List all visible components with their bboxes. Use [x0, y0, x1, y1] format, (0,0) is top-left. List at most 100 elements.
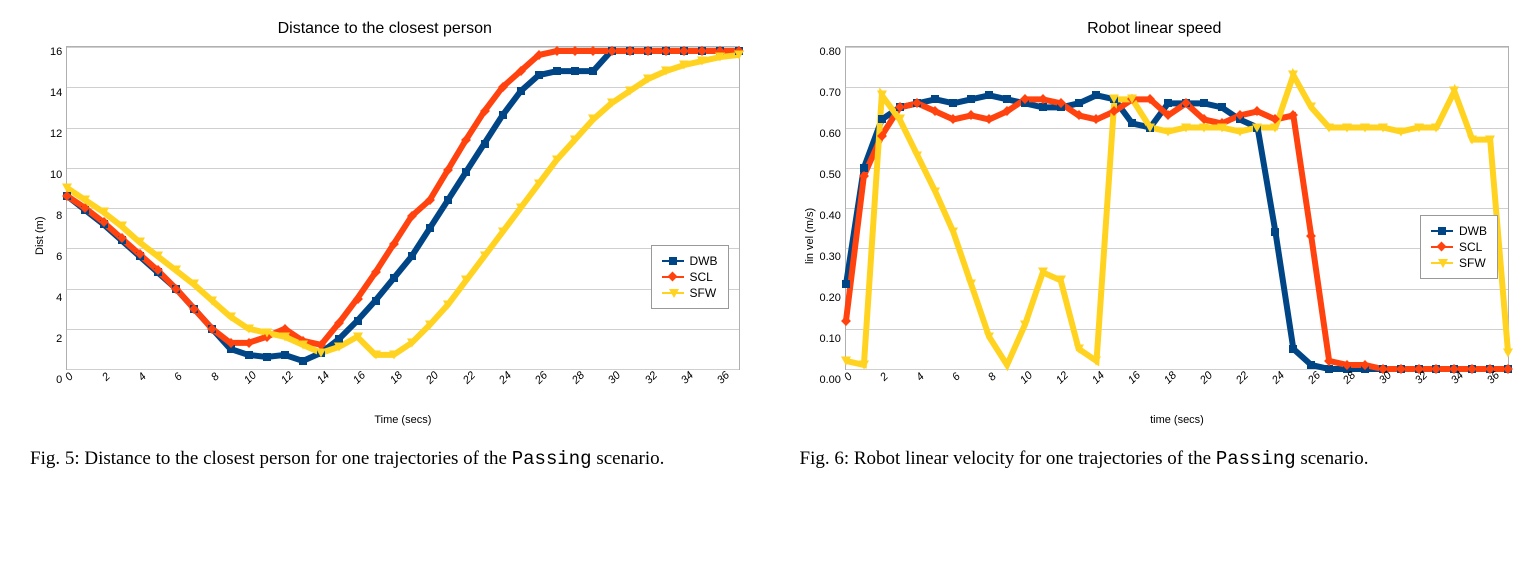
marker-sfw — [984, 332, 994, 341]
marker-scl — [1343, 361, 1350, 368]
marker-scl — [1147, 96, 1154, 103]
marker-scl — [572, 48, 579, 55]
series-line-sfw — [67, 55, 738, 355]
marker-sfw — [570, 135, 580, 144]
series-line-dwb — [846, 95, 1508, 369]
xtick-label: 10 — [1018, 369, 1035, 386]
marker-sfw — [1503, 348, 1513, 357]
marker-sfw — [715, 53, 725, 62]
legend-marker-icon — [669, 273, 677, 281]
marker-scl — [681, 48, 688, 55]
xtick-label: 16 — [1126, 369, 1143, 386]
marker-sfw — [189, 280, 199, 289]
marker-scl — [1272, 116, 1279, 123]
marker-sfw — [697, 57, 707, 66]
ytick-label: 0 — [56, 374, 62, 386]
series-line-scl — [846, 99, 1508, 369]
marker-sfw — [389, 350, 399, 359]
marker-dwb — [1218, 103, 1226, 111]
marker-sfw — [1181, 123, 1191, 132]
marker-sfw — [153, 252, 163, 261]
marker-sfw — [226, 312, 236, 321]
ytick-label: 2 — [56, 333, 62, 345]
marker-scl — [1111, 108, 1118, 115]
right-plot: DWBSCLSFW — [845, 46, 1509, 370]
legend-label: SCL — [690, 270, 713, 284]
marker-sfw — [1127, 95, 1137, 104]
marker-sfw — [1467, 135, 1477, 144]
ytick-label: 16 — [50, 46, 62, 58]
marker-sfw — [1449, 87, 1459, 96]
caption-text: Fig. 6: Robot linear velocity for one tr… — [800, 448, 1216, 469]
marker-scl — [1326, 357, 1333, 364]
marker-scl — [932, 108, 939, 115]
series-svg — [67, 47, 738, 369]
legend-label: SCL — [1459, 240, 1482, 254]
marker-scl — [986, 116, 993, 123]
legend-marker-icon — [669, 289, 677, 297]
marker-scl — [1075, 112, 1082, 119]
marker-sfw — [207, 296, 217, 305]
marker-dwb — [589, 67, 597, 75]
marker-scl — [136, 251, 143, 258]
marker-scl — [896, 104, 903, 111]
right-caption: Fig. 6: Robot linear velocity for one tr… — [800, 446, 1510, 473]
left-plot-region: DWBSCLSFW 024681012141618202224262830323… — [66, 46, 739, 426]
xtick-label: 36 — [715, 369, 732, 386]
marker-dwb — [535, 71, 543, 79]
right-plot-region: DWBSCLSFW 024681012141618202224262830323… — [845, 46, 1509, 426]
marker-scl — [64, 192, 71, 199]
legend-line-icon — [662, 260, 684, 262]
marker-dwb — [281, 351, 289, 359]
marker-sfw — [895, 115, 905, 124]
marker-sfw — [1360, 123, 1370, 132]
xtick-label: 26 — [533, 369, 550, 386]
marker-dwb — [949, 99, 957, 107]
marker-sfw — [1324, 123, 1334, 132]
xtick-label: 4 — [914, 371, 927, 384]
marker-sfw — [588, 115, 598, 124]
marker-dwb — [842, 280, 850, 288]
xtick-label: 12 — [279, 369, 296, 386]
ytick-label: 6 — [56, 251, 62, 263]
marker-sfw — [1109, 95, 1119, 104]
xtick-label: 24 — [497, 369, 514, 386]
legend-row-dwb: DWB — [1431, 224, 1487, 238]
marker-scl — [173, 285, 180, 292]
xtick-label: 28 — [1341, 369, 1358, 386]
marker-scl — [1021, 96, 1028, 103]
marker-dwb — [878, 115, 886, 123]
marker-sfw — [443, 300, 453, 309]
marker-scl — [1200, 116, 1207, 123]
xtick-label: 18 — [388, 369, 405, 386]
marker-scl — [950, 116, 957, 123]
marker-scl — [699, 48, 706, 55]
marker-sfw — [1091, 356, 1101, 365]
ytick-label: 0.50 — [820, 169, 841, 181]
marker-sfw — [316, 348, 326, 357]
marker-sfw — [371, 350, 381, 359]
marker-scl — [390, 241, 397, 248]
marker-scl — [336, 319, 343, 326]
right-yaxis: 0.800.700.600.500.400.300.200.100.00 — [820, 46, 845, 426]
xtick-label: 32 — [1413, 369, 1430, 386]
legend-line-icon — [662, 292, 684, 294]
series-svg — [846, 47, 1508, 369]
ytick-label: 10 — [50, 169, 62, 181]
marker-dwb — [1039, 103, 1047, 111]
xtick-label: 2 — [100, 371, 113, 384]
marker-scl — [1182, 100, 1189, 107]
left-plot: DWBSCLSFW — [66, 46, 739, 370]
marker-scl — [408, 213, 415, 220]
legend-marker-icon — [1438, 227, 1446, 235]
marker-scl — [914, 100, 921, 107]
left-xlabel: Time (secs) — [66, 414, 739, 426]
marker-scl — [626, 48, 633, 55]
xtick-label: 22 — [460, 369, 477, 386]
marker-scl — [644, 48, 651, 55]
legend-line-icon — [662, 276, 684, 278]
right-xlabel: time (secs) — [845, 414, 1509, 426]
xtick-label: 24 — [1270, 369, 1287, 386]
marker-dwb — [1164, 99, 1172, 107]
marker-sfw — [607, 99, 617, 108]
